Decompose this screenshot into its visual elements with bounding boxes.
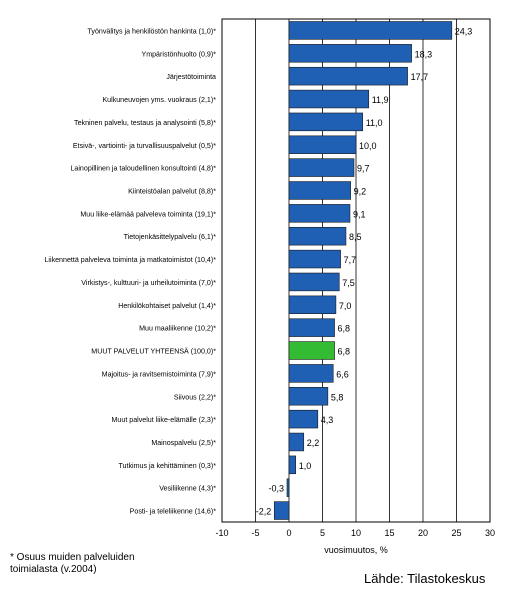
bar [288,249,341,269]
value-label: 6,8 [338,347,351,357]
footnote-line: * Osuus muiden palveluiden [10,552,135,563]
x-tick-label: 15 [384,528,394,538]
bar [288,272,340,292]
category-label: Työnvälitys ja henkilöstön hankinta (1,0… [87,27,216,35]
x-tick-label: 25 [451,528,461,538]
value-label: 18,3 [415,49,433,59]
value-label: 7,5 [342,278,355,288]
footnote: * Osuus muiden palveluiden toimialasta (… [10,552,190,576]
value-label: 4,3 [321,415,334,425]
category-label: Kulkuneuvojen yms. vuokraus (2,1)* [102,96,216,104]
value-label: 24,3 [455,26,473,36]
value-label: -2,2 [256,507,272,517]
category-label: Järjestötoiminta [166,73,216,81]
value-label: 1,0 [299,461,312,471]
category-label: Tietojenkäsittelypalvelu (6,1)* [124,233,217,241]
value-labels: 24,3 18,3 17,7 11,9 11,0 10,0 9,7 9,2 9,1 8,5 7,7 7… [256,26,473,516]
bar [288,158,355,177]
category-label: Mainospalvelu (2,5)* [151,439,216,447]
x-tick-labels: -10 -5 0 5 10 15 20 25 30 [215,528,495,538]
bars [273,21,453,520]
category-label: Liikennettä palveleva toiminta ja matkat… [44,256,216,264]
x-tick-label: -10 [215,528,228,538]
bar [288,112,363,132]
value-label: 6,6 [336,369,349,379]
category-labels: Työnvälitys ja henkilöstön hankinta (1,0… [44,27,216,515]
category-label: Siivous (2,2)* [174,393,216,401]
bar [273,501,290,520]
x-tick-label: 20 [418,528,428,538]
value-label: 9,7 [357,164,370,174]
category-label: Muu liike-elämää palveleva toiminta (19,… [80,210,216,218]
value-label: -0,3 [268,484,284,494]
x-tick-label: 10 [351,528,361,538]
bar [288,89,370,109]
bar [288,226,347,246]
bar [288,135,357,154]
category-label: Ympäristönhuolto (0,9)* [141,50,216,58]
value-label: 11,0 [366,118,383,128]
value-label: 9,1 [353,209,366,219]
value-label: 7,7 [344,255,357,265]
bar [288,432,305,452]
bar [288,387,329,406]
bar [288,341,335,360]
bar [288,409,319,429]
bar [288,204,351,223]
bar [286,478,290,497]
x-axis-label: vuosimuutos, % [324,545,388,555]
plot-frame [221,18,491,523]
category-label: Posti- ja teleliikenne (14,6)* [130,508,217,516]
category-label: Tekninen palvelu, testaus ja analysointi… [74,119,216,127]
source-note: Lähde: Tilastokeskus [364,571,486,586]
value-label: 7,0 [339,301,352,311]
bar [288,318,335,337]
bar [288,181,351,200]
category-label: Etsivä-, vartiointi- ja turvallisuuspalv… [73,142,216,150]
category-label: MUUT PALVELUT YHTEENSÄ (100,0)* [91,348,216,356]
value-label: 6,8 [338,324,351,334]
bar [288,44,412,63]
bar [288,295,337,315]
x-tick-label: -5 [251,528,259,538]
x-tick-label: 0 [286,528,291,538]
footnote-line: toimialasta (v.2004) [10,564,97,575]
category-label: Lainopillinen ja taloudellinen konsultoi… [70,165,216,173]
value-label: 2,2 [307,438,320,448]
value-label: 11,9 [372,95,389,105]
category-label: Tutkimus ja kehittäminen (0,3)* [118,462,216,470]
value-label: 8,5 [349,232,362,242]
bar [288,364,334,383]
category-label: Virkistys-, kulttuuri- ja urheilutoimint… [81,279,216,287]
category-label: Muu maaliikenne (10,2)* [139,325,216,333]
category-label: Vesiliikenne (4,3)* [159,485,216,493]
category-label: Henkilökohtaiset palvelut (1,4)* [118,302,216,310]
x-tick-label: 5 [320,528,325,538]
plot-border [221,18,491,523]
category-label: Kiinteistöalan palvelut (8,8)* [128,187,216,195]
bar [288,455,296,475]
value-label: 10,0 [359,141,377,151]
value-label: 5,8 [331,392,344,402]
value-label: 9,2 [354,186,367,196]
value-label: 17,7 [411,72,429,82]
bar [288,21,453,40]
bar [288,66,408,86]
category-label: Muut palvelut liike-elämälle (2,3)* [112,416,217,424]
x-tick-label: 30 [485,528,495,538]
category-label: Majoitus- ja ravitsemistoiminta (7,9)* [102,370,217,378]
